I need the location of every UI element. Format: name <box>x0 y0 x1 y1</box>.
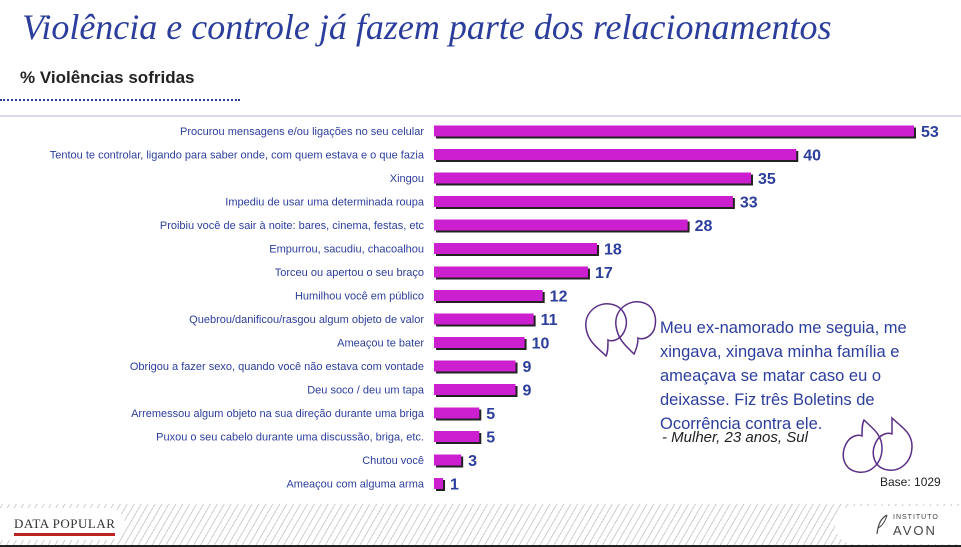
bar <box>434 384 516 395</box>
bar-value-label: 53 <box>921 124 939 141</box>
bar <box>434 407 480 419</box>
category-label: Proibiu você de sair à noite: bares, cin… <box>160 220 425 232</box>
bar <box>434 337 525 348</box>
dotted-divider <box>0 99 240 101</box>
bar-value-label: 17 <box>595 265 613 282</box>
data-popular-logo-text: DATA POPULAR <box>14 516 116 536</box>
category-label: Deu soco / deu um tapa <box>307 385 425 397</box>
category-label: Empurrou, sacudiu, chacoalhou <box>269 244 424 256</box>
bar-chart: Procurou mensagens e/ou ligações no seu … <box>50 124 939 494</box>
bar <box>434 478 444 489</box>
open-quote-icon <box>585 301 657 358</box>
avon-logo-text: AVON <box>893 523 937 538</box>
bar <box>434 196 733 207</box>
bar <box>434 149 797 160</box>
category-label: Quebrou/danificou/rasgou algum objeto de… <box>189 314 424 326</box>
testimonial-quote: Meu ex-namorado me seguia, me xingava, x… <box>660 319 907 433</box>
bar-value-label: 28 <box>695 218 713 235</box>
bar <box>434 290 543 301</box>
bar-value-label: 9 <box>523 383 532 400</box>
bar <box>434 243 598 254</box>
footer-band <box>0 498 961 547</box>
category-label: Torceu ou apertou o seu braço <box>275 267 424 279</box>
category-label: Obrigou a fazer sexo, quando você não es… <box>130 361 424 373</box>
instituto-avon-logo: INSTITUTO AVON <box>835 506 961 544</box>
category-label: Impediu de usar uma determinada roupa <box>225 197 425 209</box>
bar <box>434 219 688 231</box>
bar-value-label: 9 <box>523 359 532 376</box>
bar <box>434 313 534 325</box>
bar-value-label: 18 <box>604 242 622 259</box>
data-popular-logo: DATA POPULAR <box>0 508 125 540</box>
chart-subtitle: % Violências sofridas <box>20 68 195 87</box>
bar-value-label: 1 <box>450 477 459 494</box>
page-title: Violência e controle já fazem parte dos … <box>22 7 832 47</box>
category-label: Puxou o seu cabelo durante uma discussão… <box>156 432 424 444</box>
feather-icon <box>876 514 888 535</box>
bar-value-label: 10 <box>532 336 550 353</box>
bar-value-label: 33 <box>740 195 758 212</box>
bar-value-label: 11 <box>541 312 558 329</box>
category-label: Procurou mensagens e/ou ligações no seu … <box>180 126 424 138</box>
category-label: Humilhou você em público <box>295 291 424 303</box>
bar-value-label: 40 <box>803 148 821 165</box>
bar <box>434 172 751 184</box>
category-label: Ameaçou te bater <box>337 338 424 350</box>
instituto-logo-text: INSTITUTO <box>893 514 939 521</box>
category-label: Ameaçou com alguma arma <box>286 479 424 491</box>
base-note: Base: 1029 <box>880 475 941 489</box>
bar <box>434 431 480 442</box>
bar-value-label: 35 <box>758 171 776 188</box>
category-label: Xingou <box>390 173 424 185</box>
bar-value-label: 5 <box>486 406 495 423</box>
bar <box>434 125 914 137</box>
bar <box>434 454 462 466</box>
bar <box>434 360 516 372</box>
bar-value-label: 5 <box>486 430 495 447</box>
bar <box>434 266 588 278</box>
bar-value-label: 12 <box>550 289 568 306</box>
category-label: Chutou você <box>362 455 424 467</box>
category-label: Tentou te controlar, ligando para saber … <box>50 150 425 162</box>
bar-value-label: 3 <box>468 453 477 470</box>
top-divider <box>0 115 961 117</box>
testimonial-author: - Mulher, 23 anos, Sul <box>662 429 808 446</box>
category-label: Arremessou algum objeto na sua direção d… <box>131 408 425 420</box>
bottom-border <box>0 545 961 547</box>
close-quote-icon <box>842 416 913 473</box>
